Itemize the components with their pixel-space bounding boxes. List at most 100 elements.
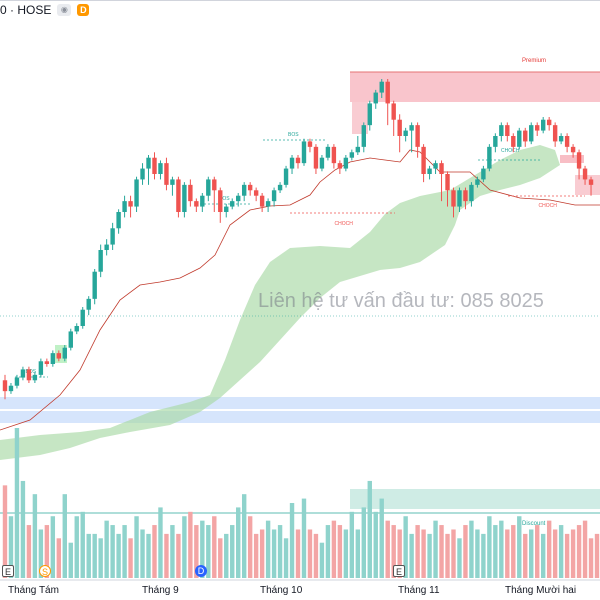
volume-bar: [301, 498, 307, 578]
x-label-aug: Tháng Tám: [8, 585, 59, 596]
candle-body: [283, 168, 289, 185]
candle-body: [56, 353, 62, 359]
volume-bar: [403, 516, 408, 578]
candle-body: [44, 361, 50, 364]
volume-bar: [283, 538, 289, 578]
candle-body: [439, 163, 444, 174]
volume-bar: [427, 533, 432, 578]
candle-body: [463, 190, 468, 202]
candle-body: [98, 250, 103, 272]
candle-body: [134, 179, 139, 207]
volume-bar: [379, 498, 384, 578]
candle-body: [2, 380, 8, 392]
earnings-marker[interactable]: E: [393, 565, 405, 577]
watermark-text: Liên hệ tư vấn đầu tư: 085 8025: [258, 290, 544, 312]
candle-body: [421, 146, 426, 174]
eye-icon[interactable]: ◉: [57, 4, 72, 16]
candle-body: [253, 190, 259, 196]
x-label-dec: Tháng Mười hai: [505, 585, 577, 596]
candle-body: [385, 81, 390, 104]
volume-bar: [230, 525, 235, 578]
candle-body: [152, 157, 157, 174]
premium-label: Premium: [522, 58, 546, 64]
volume-bar: [68, 542, 73, 578]
choch-label: CHOCH: [335, 221, 354, 227]
volume-bar: [8, 516, 14, 578]
candle-body: [355, 146, 361, 153]
volume-bar: [385, 520, 390, 578]
volume-bar: [247, 516, 253, 578]
volume-bar: [582, 520, 588, 578]
candle-body: [200, 195, 205, 207]
candle-body: [325, 146, 331, 158]
candle-body: [236, 195, 241, 202]
candle-body: [307, 141, 313, 147]
volume-bar: [50, 516, 56, 578]
bearish-order-block: [560, 155, 584, 163]
volume-bar: [92, 533, 97, 578]
volume-bar: [475, 529, 480, 578]
candle-body: [164, 163, 169, 185]
volume-bar: [98, 538, 103, 578]
candle-body: [92, 271, 97, 299]
candle-body: [546, 119, 552, 126]
trend-cloud: [0, 145, 560, 460]
volume-bar: [570, 529, 576, 578]
volume-bar: [86, 533, 91, 578]
candle-body: [224, 206, 229, 212]
volume-bar: [319, 542, 325, 578]
candle-body: [289, 157, 295, 169]
candle-body: [343, 157, 349, 169]
candle-body: [505, 125, 510, 136]
candle-body: [319, 157, 325, 169]
candle-body: [433, 163, 438, 169]
volume-bar: [499, 520, 504, 578]
candle-body: [128, 201, 133, 207]
candle-body: [301, 141, 307, 164]
candle-body: [146, 157, 151, 169]
volume-bar: [44, 525, 50, 578]
volume-bar: [511, 525, 516, 578]
candle-body: [176, 179, 181, 212]
volume-bar: [535, 525, 540, 578]
candle-body: [110, 228, 115, 245]
volume-bar: [140, 529, 145, 578]
candle-body: [26, 369, 32, 381]
discount-label: Discount: [522, 521, 546, 527]
volume-bar: [56, 538, 62, 578]
volume-bar: [188, 511, 193, 578]
candle-body: [32, 374, 38, 381]
volume-bar: [26, 525, 32, 578]
interval-badge: D: [77, 4, 90, 16]
volume-bar: [481, 533, 486, 578]
trailing-stop-line: [0, 149, 600, 431]
volume-bar: [134, 516, 139, 578]
candle-body: [230, 201, 235, 207]
symbol-label: 0 · HOSE: [0, 3, 52, 17]
volume-bar: [194, 525, 199, 578]
candle-body: [540, 119, 546, 131]
volume-bar: [295, 529, 301, 578]
candle-body: [68, 331, 73, 348]
split-marker[interactable]: S: [39, 565, 51, 577]
volume-bar: [128, 538, 133, 578]
volume-bar: [224, 533, 229, 578]
volume-bar: [564, 533, 570, 578]
candle-body: [499, 125, 504, 136]
volume-bar: [576, 525, 582, 578]
volume-bar: [122, 525, 127, 578]
candle-body: [529, 125, 534, 142]
earnings-marker[interactable]: E: [2, 565, 14, 577]
candle-body: [38, 361, 44, 375]
volume-bar: [271, 529, 277, 578]
candle-body: [493, 136, 498, 147]
volume-bar: [212, 516, 217, 578]
volume-bar: [337, 525, 343, 578]
candle-body: [349, 152, 355, 158]
candle-body: [582, 168, 588, 180]
volume-bar: [361, 507, 366, 578]
candle-body: [337, 163, 343, 169]
dividend-marker[interactable]: D: [195, 565, 207, 577]
